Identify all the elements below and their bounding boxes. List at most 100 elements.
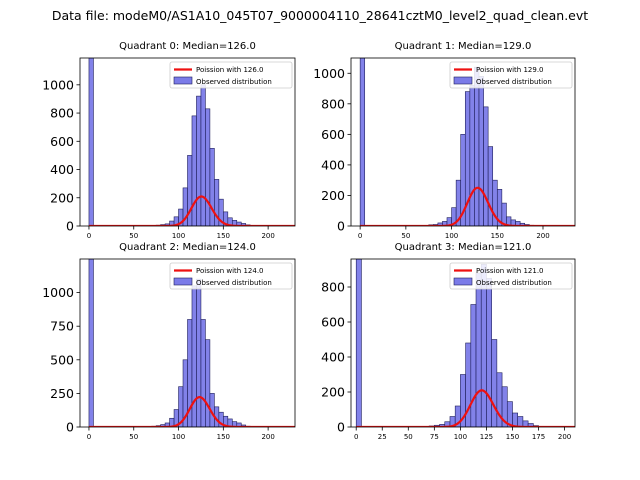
quadrant-0-x-tick-label: 50 bbox=[129, 232, 138, 240]
quadrant-1-x-tick-label: 50 bbox=[401, 232, 410, 240]
quadrant-0-y-tick-label: 600 bbox=[50, 134, 74, 149]
quadrant-3-legend-label-observed: Observed distribution bbox=[476, 279, 552, 287]
quadrant-3-x-tick-label: 175 bbox=[532, 433, 545, 441]
quadrant-3-x-tick-label: 100 bbox=[454, 433, 467, 441]
quadrant-3-legend: Poission with 121.0 Observed distribution bbox=[449, 262, 573, 290]
quadrant-2-y-tick-label: 250 bbox=[50, 386, 74, 401]
quadrant-2-panel: 0 50 100 150 200 0 250 500 750 1000 Quadrant 2: Me… bbox=[42, 242, 296, 441]
quadrant-0-histogram-bar bbox=[196, 95, 202, 226]
quadrant-1-x-tick-label: 200 bbox=[536, 232, 549, 240]
quadrant-1-y-tick-label: 200 bbox=[321, 188, 345, 203]
quadrant-0-y-tick-label: 1000 bbox=[42, 77, 74, 92]
quadrant-1-legend-label-poisson: Poission with 129.0 bbox=[476, 66, 544, 74]
quadrant-1-title: Quadrant 1: Median=129.0 bbox=[395, 41, 532, 52]
quadrant-2-legend-label-poisson: Poission with 124.0 bbox=[196, 267, 264, 275]
quadrant-3-y-tick-label: 800 bbox=[321, 280, 345, 295]
quadrant-1-x-tick-label: 0 bbox=[358, 232, 362, 240]
quadrant-2-histogram-bar bbox=[196, 278, 202, 427]
quadrant-1-y-tick-label: 1000 bbox=[313, 66, 345, 81]
quadrant-0-poisson-line bbox=[88, 195, 295, 226]
quadrant-0-y-tick-label: 800 bbox=[50, 106, 74, 121]
quadrant-2-legend-bar-swatch bbox=[173, 277, 193, 286]
quadrant-2-y-tick-label: 1000 bbox=[42, 285, 74, 300]
quadrant-2-title: Quadrant 2: Median=124.0 bbox=[119, 242, 256, 253]
figure-title: Data file: modeM0/AS1A10_045T07_90000041… bbox=[52, 8, 588, 23]
quadrant-2-plot-area bbox=[88, 259, 295, 427]
quadrant-3-poisson-line bbox=[356, 389, 575, 427]
quadrant-3-histogram-bar bbox=[486, 277, 492, 427]
quadrant-1-histogram-bar bbox=[474, 66, 480, 226]
quadrant-2-poisson-line bbox=[88, 396, 295, 427]
quadrant-1-x-tick-label: 150 bbox=[491, 232, 504, 240]
quadrant-3-panel: 0 25 50 75 100 125 150 175 200 0 200 400 600 800 Quadr… bbox=[321, 242, 576, 441]
quadrant-3-x-tick-label: 0 bbox=[354, 433, 358, 441]
quadrant-1-histogram-bar bbox=[469, 85, 475, 226]
quadrant-3-histogram-bar bbox=[491, 339, 498, 427]
quadrant-3-title: Quadrant 3: Median=121.0 bbox=[395, 242, 532, 253]
quadrant-2-x-tick-label: 50 bbox=[129, 433, 138, 441]
quadrant-1-x-tick-label: 100 bbox=[445, 232, 458, 240]
quadrant-3-axes-frame bbox=[350, 258, 576, 428]
quadrant-3-histogram-bar bbox=[355, 259, 362, 427]
quadrant-3-histogram-bar bbox=[527, 423, 534, 427]
quadrant-3-y-tick-label: 200 bbox=[321, 385, 345, 400]
quadrant-3-histogram-bar bbox=[475, 272, 482, 427]
quadrant-3-y-tick-label: 0 bbox=[337, 420, 345, 435]
quadrant-1-axes-frame bbox=[350, 57, 576, 227]
quadrant-2-x-tick-label: 150 bbox=[217, 433, 230, 441]
quadrant-1-histogram-bar bbox=[359, 58, 366, 226]
quadrant-0-legend-label-poisson: Poission with 126.0 bbox=[196, 66, 264, 74]
quadrant-1-histogram-bar bbox=[483, 106, 489, 226]
quadrant-2-y-tick-label: 0 bbox=[66, 420, 74, 435]
quadrant-3-plot-area bbox=[355, 259, 575, 427]
quadrant-1-y-tick-label: 400 bbox=[321, 157, 345, 172]
quadrant-1-panel: 0 50 100 150 200 0 200 400 600 800 1000 Quadrant 1:… bbox=[313, 41, 576, 240]
quadrant-1-y-tick-label: 600 bbox=[321, 127, 345, 142]
quadrant-1-poisson-line bbox=[360, 186, 575, 226]
quadrant-2-x-tick-label: 200 bbox=[261, 433, 274, 441]
quadrant-0-legend-bar-swatch bbox=[173, 76, 193, 85]
quadrant-0-histogram-bar bbox=[209, 148, 215, 226]
quadrant-1-histogram-bar bbox=[501, 202, 507, 226]
quadrant-3-legend-bar-swatch bbox=[453, 277, 473, 286]
quadrant-1-legend: Poission with 129.0 Observed distribution bbox=[449, 61, 573, 89]
quadrant-0-histogram-bar bbox=[88, 58, 94, 226]
quadrant-2-y-tick-label: 500 bbox=[50, 352, 74, 367]
quadrant-3-x-tick-label: 125 bbox=[480, 433, 493, 441]
quadrant-0-x-tick-label: 0 bbox=[87, 232, 91, 240]
quadrant-0-legend-label-observed: Observed distribution bbox=[196, 78, 272, 86]
quadrant-0-histogram-bar bbox=[200, 84, 206, 226]
quadrant-2-y-tick-label: 750 bbox=[50, 319, 74, 334]
quadrant-3-legend-label-poisson: Poission with 121.0 bbox=[476, 267, 544, 275]
quadrant-1-histogram-bar bbox=[487, 146, 494, 226]
quadrant-0-y-tick-label: 200 bbox=[50, 190, 74, 205]
quadrant-0-title: Quadrant 0: Median=126.0 bbox=[119, 41, 256, 52]
quadrant-3-y-tick-label: 400 bbox=[321, 350, 345, 365]
quadrant-1-y-tick-label: 800 bbox=[321, 96, 345, 111]
quadrant-0-y-tick-label: 400 bbox=[50, 162, 74, 177]
quadrant-0-histogram-bar bbox=[191, 115, 197, 226]
quadrant-3-histogram-bar bbox=[470, 304, 477, 427]
quadrant-3-legend-box bbox=[449, 262, 573, 290]
quadrant-0-x-tick-label: 150 bbox=[217, 232, 230, 240]
quadrant-0-x-tick-label: 200 bbox=[261, 232, 274, 240]
quadrant-2-legend: Poission with 124.0 Observed distribution bbox=[169, 262, 293, 290]
quadrant-2-x-tick-label: 0 bbox=[87, 433, 91, 441]
quadrant-3-x-tick-label: 50 bbox=[404, 433, 413, 441]
quadrant-2-x-tick-label: 100 bbox=[172, 433, 185, 441]
quadrant-2-histogram-bar bbox=[205, 339, 211, 427]
quadrant-3-histogram-bar bbox=[517, 416, 524, 427]
quadrant-3-x-tick-label: 150 bbox=[506, 433, 519, 441]
quadrant-0-histogram-bar bbox=[205, 108, 211, 226]
quadrant-2-legend-box bbox=[169, 262, 293, 290]
quadrant-0-y-tick-label: 0 bbox=[66, 219, 74, 234]
quadrant-0-axes-frame bbox=[79, 57, 296, 227]
quadrant-3-x-tick-label: 200 bbox=[558, 433, 571, 441]
quadrant-1-legend-bar-swatch bbox=[453, 76, 473, 85]
quadrant-3-x-tick-label: 75 bbox=[430, 433, 439, 441]
quadrant-2-legend-label-observed: Observed distribution bbox=[196, 279, 272, 287]
quadrant-1-legend-label-observed: Observed distribution bbox=[476, 78, 552, 86]
quadrant-3-y-tick-label: 600 bbox=[321, 315, 345, 330]
